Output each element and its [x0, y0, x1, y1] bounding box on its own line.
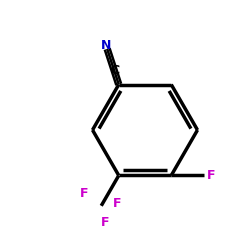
Text: F: F [206, 169, 215, 182]
Text: F: F [100, 216, 109, 229]
Text: N: N [101, 38, 111, 52]
Text: C: C [111, 64, 120, 77]
Text: F: F [80, 187, 89, 200]
Text: F: F [113, 197, 121, 210]
